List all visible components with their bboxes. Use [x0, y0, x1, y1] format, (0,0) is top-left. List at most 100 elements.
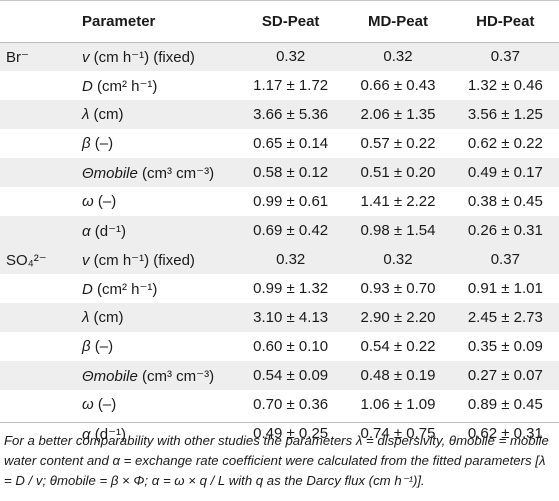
- header-hd-peat: HD-Peat: [476, 12, 535, 30]
- parameter-symbol: β: [82, 338, 91, 355]
- table-row: D (cm² h⁻¹) 1.17 ± 1.72 0.66 ± 0.43 1.32 ± …: [0, 71, 559, 100]
- sd-peat-value: 0.32: [276, 48, 306, 65]
- md-peat-value: 0.54 ± 0.22: [360, 338, 436, 355]
- ion-label: SO₄²⁻: [6, 251, 47, 269]
- md-peat-value: 0.48 ± 0.19: [360, 367, 436, 384]
- hd-peat-value: 0.49 ± 0.17: [467, 164, 543, 181]
- sd-peat-value: 0.60 ± 0.10: [253, 338, 329, 355]
- ion-label: [0, 274, 82, 303]
- hd-peat-value: 0.35 ± 0.09: [467, 338, 543, 355]
- sd-peat-value: 0.99 ± 0.61: [253, 193, 329, 210]
- hd-peat-value: 1.32 ± 0.46: [467, 77, 543, 94]
- parameter-cell: β (–): [82, 129, 237, 158]
- parameter-unit: (–): [93, 396, 117, 413]
- header-rule: [0, 42, 559, 43]
- parameter-cell: D (cm² h⁻¹): [82, 71, 237, 100]
- md-peat-value: 1.41 ± 2.22: [360, 193, 436, 210]
- parameter-unit: (cm): [89, 106, 124, 123]
- table-footnote: For a better comparability with other st…: [4, 433, 549, 488]
- hd-peat-value: 0.62 ± 0.31: [467, 425, 543, 442]
- parameter-cell: v (cm h⁻¹) (fixed): [82, 245, 237, 274]
- ion-label: [0, 361, 82, 390]
- parameter-cell: ω (–): [82, 187, 237, 216]
- ion-label: [0, 71, 82, 100]
- table-row: λ (cm) 3.66 ± 5.36 2.06 ± 1.35 3.56 ± 1.25: [0, 100, 559, 129]
- ion-label: [0, 129, 82, 158]
- parameter-unit: (cm h⁻¹) (fixed): [89, 48, 195, 66]
- md-peat-value: 0.74 ± 0.75: [360, 425, 436, 442]
- md-peat-value: 2.06 ± 1.35: [360, 106, 436, 123]
- parameter-symbol: D: [82, 77, 93, 95]
- parameter-cell: α (d⁻¹): [82, 419, 237, 448]
- ion-label: [0, 303, 82, 332]
- table-row: λ (cm) 3.10 ± 4.13 2.90 ± 2.20 2.45 ± 2.73: [0, 303, 559, 332]
- parameter-symbol: ω: [82, 396, 94, 413]
- row-band: [0, 245, 559, 274]
- sd-peat-value: 0.70 ± 0.36: [253, 396, 329, 413]
- sd-peat-value: 0.69 ± 0.42: [253, 222, 329, 239]
- table-body: Br⁻ v (cm h⁻¹) (fixed) 0.32 0.32 0.37 D (cm² …: [0, 42, 559, 448]
- parameter-symbol: Θmobile: [82, 164, 138, 182]
- table-row: β (–) 0.60 ± 0.10 0.54 ± 0.22 0.35 ± 0.09: [0, 332, 559, 361]
- hd-peat-value: 0.37: [490, 48, 520, 65]
- ion-label: [0, 100, 82, 129]
- hd-peat-value: 3.56 ± 1.25: [467, 106, 543, 123]
- parameter-cell: λ (cm): [82, 303, 237, 332]
- sd-peat-value: 0.58 ± 0.12: [253, 164, 329, 181]
- table-row: SO₄²⁻ v (cm h⁻¹) (fixed) 0.32 0.32 0.37: [0, 245, 559, 274]
- ion-label: [0, 390, 82, 419]
- table-row: ω (–) 0.70 ± 0.36 1.06 ± 1.09 0.89 ± 0.45: [0, 390, 559, 419]
- parameter-symbol: v: [82, 48, 90, 66]
- parameter-symbol: D: [82, 280, 93, 298]
- header-ion: [0, 0, 82, 42]
- sd-peat-value: 3.10 ± 4.13: [253, 309, 329, 326]
- parameter-unit: (cm² h⁻¹): [92, 280, 158, 298]
- parameter-cell: Θmobile (cm³ cm⁻³): [82, 361, 237, 390]
- parameter-symbol: β: [82, 135, 91, 152]
- table-row: β (–) 0.65 ± 0.14 0.57 ± 0.22 0.62 ± 0.22: [0, 129, 559, 158]
- parameter-cell: D (cm² h⁻¹): [82, 274, 237, 303]
- sd-peat-value: 1.17 ± 1.72: [253, 77, 329, 94]
- md-peat-value: 0.51 ± 0.20: [360, 164, 436, 181]
- md-peat-value: 0.66 ± 0.43: [360, 77, 436, 94]
- ion-label: [0, 216, 82, 245]
- row-band: [0, 216, 559, 245]
- parameter-symbol: Θmobile: [82, 367, 138, 385]
- table-row: α (d⁻¹) 0.49 ± 0.25 0.74 ± 0.75 0.62 ± 0.31: [0, 419, 559, 448]
- parameter-unit: (cm): [89, 309, 124, 326]
- hd-peat-value: 0.62 ± 0.22: [467, 135, 543, 152]
- md-peat-value: 2.90 ± 2.20: [360, 309, 436, 326]
- parameter-symbol: v: [82, 251, 90, 269]
- table-row: Θmobile (cm³ cm⁻³) 0.58 ± 0.12 0.51 ± 0.20…: [0, 158, 559, 187]
- row-band: [0, 158, 559, 187]
- md-peat-value: 0.57 ± 0.22: [360, 135, 436, 152]
- parameter-cell: v (cm h⁻¹) (fixed): [82, 42, 237, 71]
- row-band: [0, 42, 559, 71]
- md-peat-value: 0.93 ± 0.70: [360, 280, 436, 297]
- ion-label: Br⁻: [6, 48, 29, 66]
- parameter-symbol: α: [82, 222, 91, 240]
- parameter-symbol: ω: [82, 193, 94, 210]
- parameter-symbol: α: [82, 425, 91, 443]
- parameter-cell: β (–): [82, 332, 237, 361]
- parameter-unit: (cm³ cm⁻³): [137, 367, 215, 385]
- hd-peat-value: 0.37: [490, 251, 520, 268]
- md-peat-value: 1.06 ± 1.09: [360, 396, 436, 413]
- header-sd-peat: SD-Peat: [261, 12, 320, 30]
- md-peat-value: 0.32: [383, 48, 413, 65]
- hd-peat-value: 0.27 ± 0.07: [467, 367, 543, 384]
- sd-peat-value: 3.66 ± 5.36: [253, 106, 329, 123]
- sd-peat-value: 0.99 ± 1.32: [253, 280, 329, 297]
- parameter-cell: Θmobile (cm³ cm⁻³): [82, 158, 237, 187]
- header-parameter: Parameter: [82, 12, 156, 30]
- table-row: ω (–) 0.99 ± 0.61 1.41 ± 2.22 0.38 ± 0.45: [0, 187, 559, 216]
- parameter-unit: (–): [90, 338, 114, 355]
- parameter-unit: (d⁻¹): [90, 425, 126, 443]
- row-band: [0, 361, 559, 390]
- bottom-rule: [0, 422, 559, 423]
- parameter-unit: (–): [93, 193, 117, 210]
- md-peat-value: 0.32: [383, 251, 413, 268]
- parameter-unit: (d⁻¹): [90, 222, 126, 240]
- parameter-unit: (cm h⁻¹) (fixed): [89, 251, 195, 269]
